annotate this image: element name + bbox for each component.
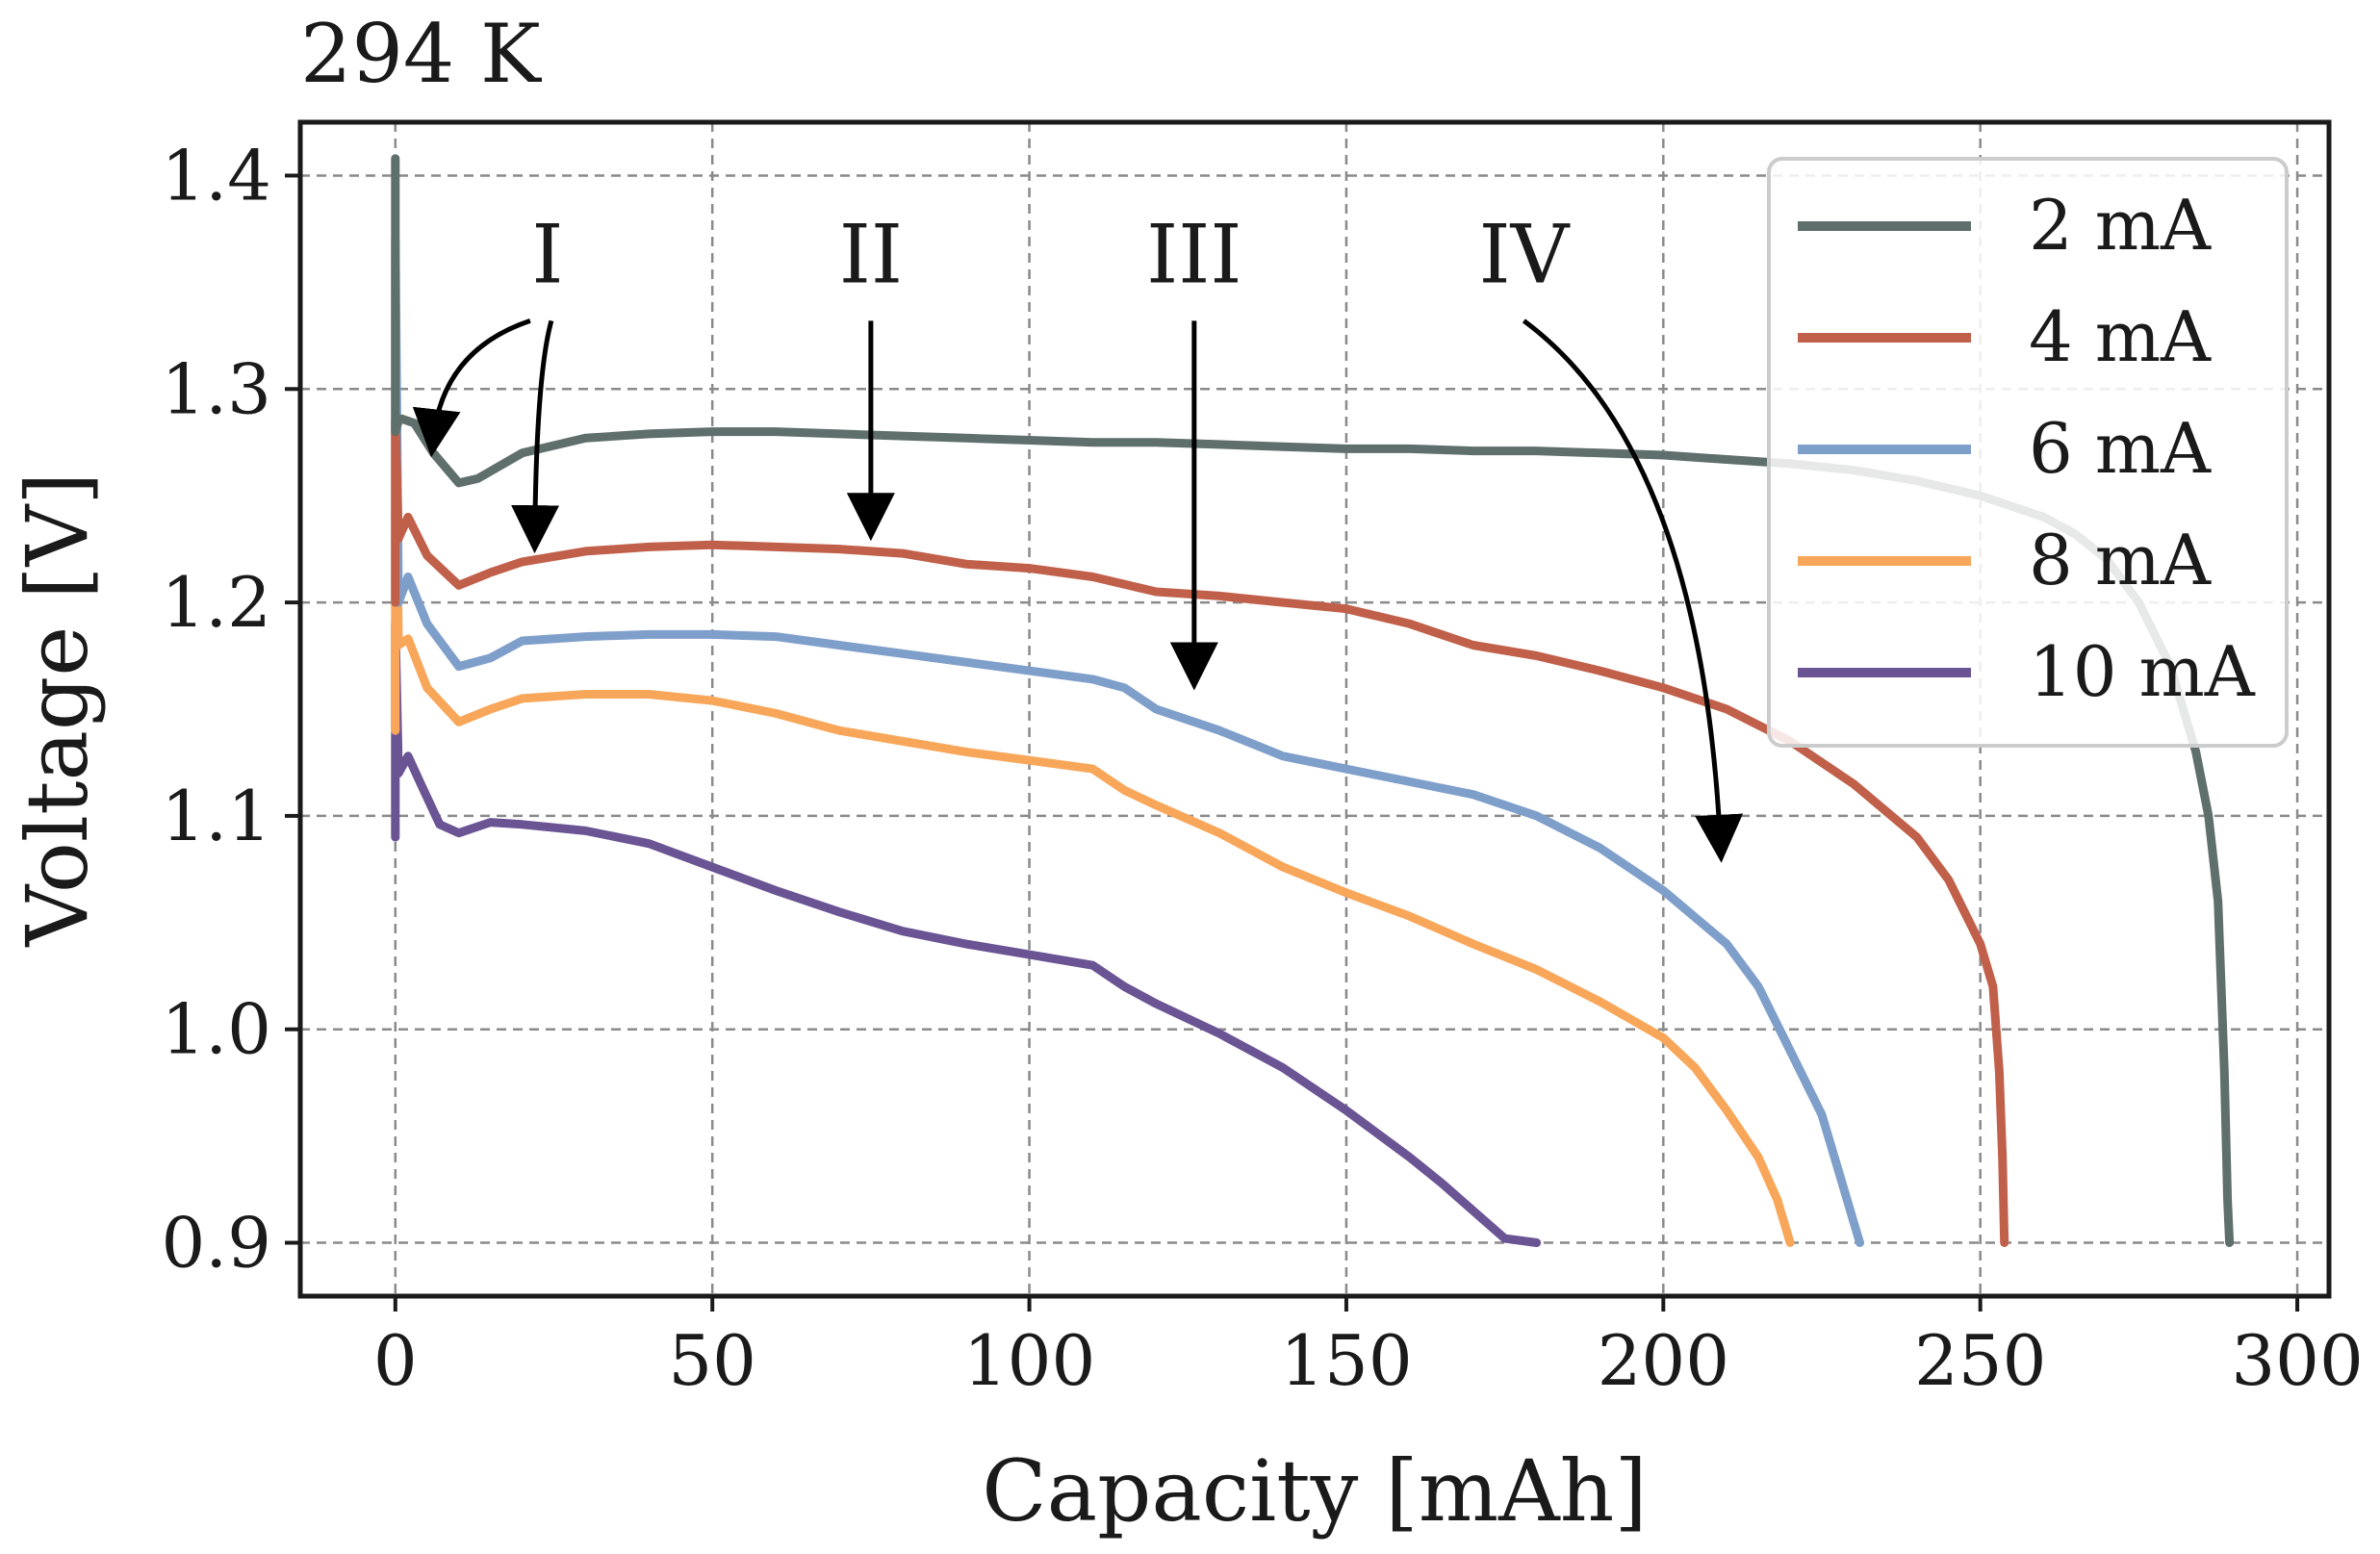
y-tick-label: 1.0 [161, 989, 271, 1070]
x-tick-label: 50 [668, 1320, 756, 1401]
series-line-4-ma [391, 417, 2009, 1247]
region-label: II [839, 207, 903, 301]
annotations: I II III IV [412, 207, 1744, 863]
legend-label: 4 mA [2029, 296, 2212, 377]
x-axis-title: Capacity [mAh] [982, 1441, 1647, 1541]
axis-ticks: 0 50 100 150 200 250 300 0.9 1.0 1.1 1.2 1.3 1.4 [161, 135, 2363, 1401]
region-label: IV [1478, 207, 1570, 301]
y-tick-label: 1.4 [161, 135, 271, 216]
annotation-arrow [412, 318, 531, 458]
chart-title: 294 K [300, 7, 543, 101]
y-tick-label: 1.2 [161, 562, 271, 643]
y-tick-label: 1.1 [161, 776, 271, 856]
legend-label: 8 mA [2029, 520, 2212, 600]
x-tick-label: 100 [963, 1320, 1095, 1401]
y-axis-title: Voltage [V] [8, 471, 107, 947]
x-tick-label: 300 [2231, 1320, 2363, 1401]
plot-frame [297, 119, 2332, 1299]
x-tick-label: 200 [1598, 1320, 1729, 1401]
legend-label: 10 mA [2029, 631, 2256, 712]
region-label: III [1146, 207, 1242, 301]
legend-box [1767, 157, 2289, 748]
legend-label: 2 mA [2029, 185, 2212, 266]
region-label: I [531, 207, 563, 301]
series-line-6-ma [391, 235, 1864, 1247]
annotation-arrow [511, 319, 560, 554]
x-tick-label: 150 [1280, 1320, 1412, 1401]
y-tick-label: 1.3 [161, 348, 271, 429]
annotation-arrow [1522, 318, 1744, 863]
legend: 2 mA 4 mA 6 mA 8 mA 10 mA [1767, 157, 2289, 748]
x-tick-label: 0 [373, 1320, 418, 1401]
series-line-10-ma [391, 619, 1542, 1247]
legend-label: 6 mA [2029, 408, 2212, 489]
y-tick-label: 0.9 [161, 1203, 271, 1284]
series-line-8-ma [391, 417, 1795, 1247]
x-tick-label: 250 [1914, 1320, 2046, 1401]
